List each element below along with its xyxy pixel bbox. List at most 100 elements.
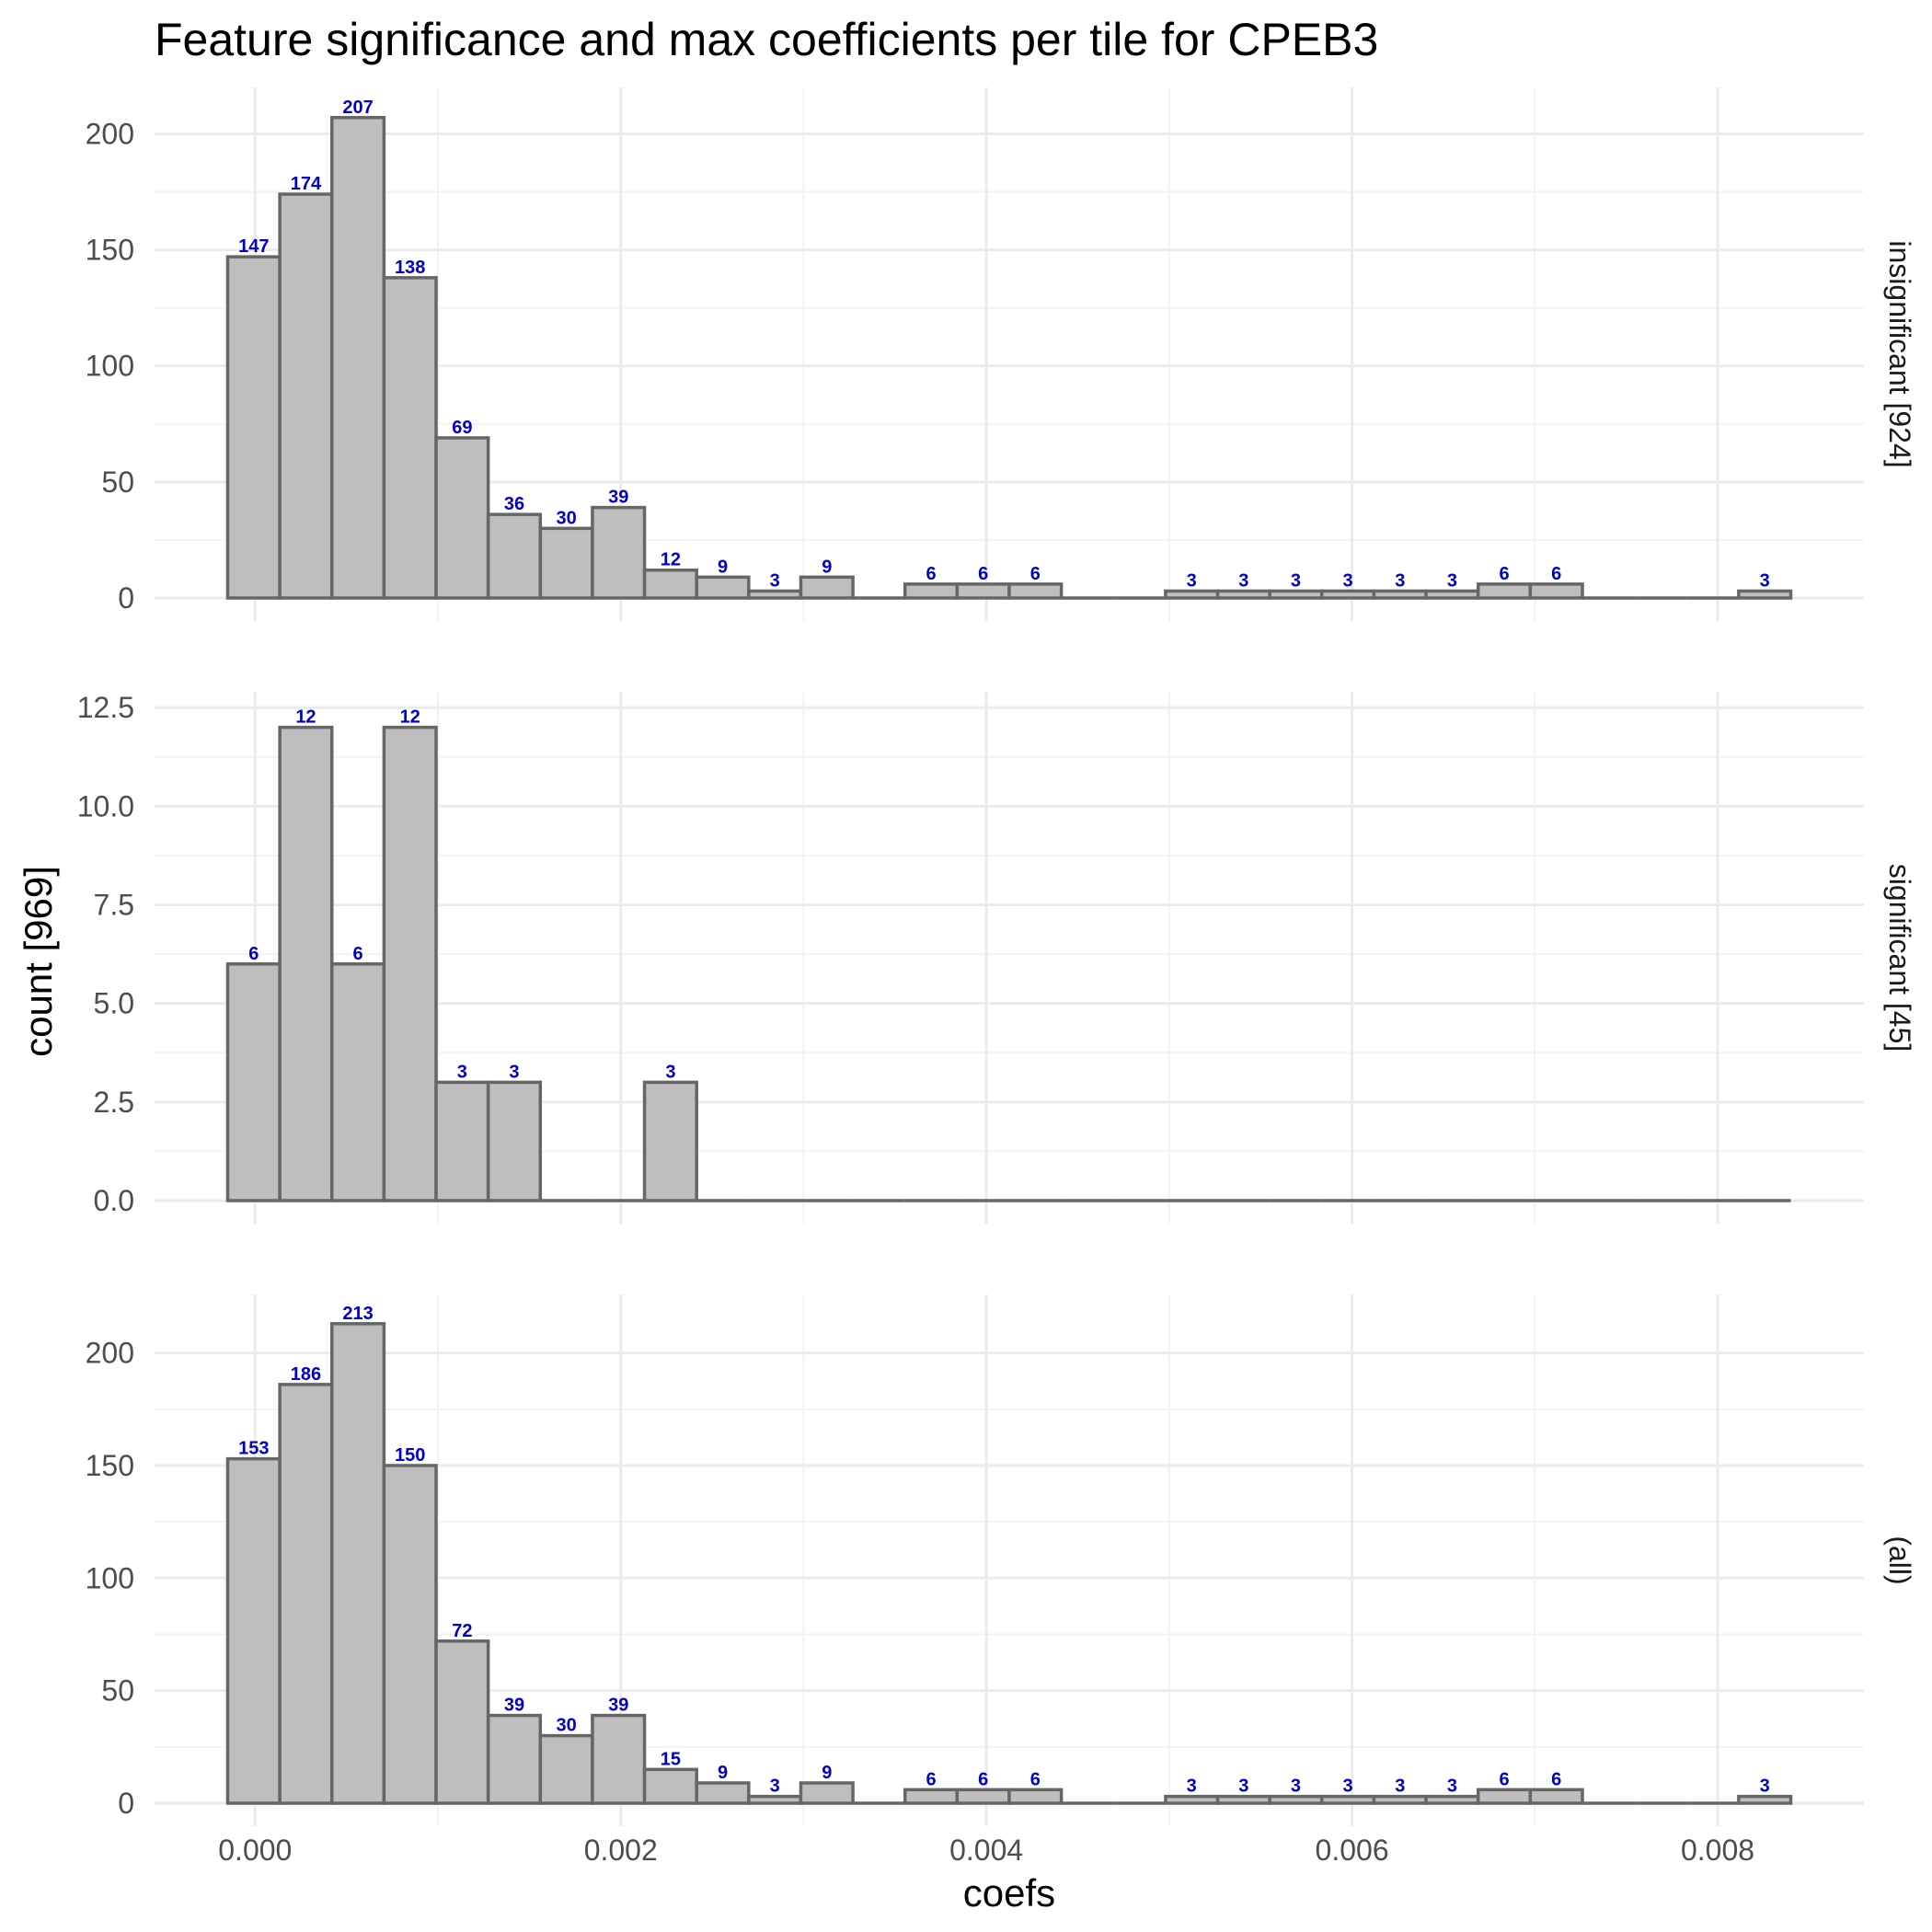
histogram-bar	[434, 436, 490, 600]
bar-count-label: 6	[1551, 564, 1561, 584]
bar-count-label: 6	[926, 1769, 936, 1789]
bar-count-label: 174	[291, 174, 322, 194]
histogram-bar	[1476, 1788, 1533, 1805]
histogram-bar	[538, 526, 594, 600]
histogram-bar	[330, 1322, 386, 1805]
bar-count-label: 6	[1499, 1769, 1509, 1789]
histogram-bar	[642, 1080, 698, 1202]
bar-count-label: 72	[452, 1621, 472, 1641]
y-axis-title: count [969]	[17, 866, 60, 1057]
x-tick-label: 0.004	[949, 1834, 1023, 1867]
bar-count-label: 15	[661, 1749, 681, 1769]
histogram-bar	[382, 725, 438, 1202]
bar-count-label: 9	[718, 1763, 728, 1783]
bar-count-label: 12	[661, 550, 681, 570]
bar-count-label: 9	[718, 557, 728, 577]
histogram-bar	[591, 1713, 647, 1805]
bar-count-label: 6	[978, 564, 988, 584]
bar-count-label: 3	[1238, 570, 1248, 591]
histogram-bar	[1737, 589, 1793, 600]
bar-count-label: 3	[1447, 570, 1457, 591]
x-axis-title: coefs	[963, 1871, 1055, 1915]
bar-count-label: 9	[822, 557, 832, 577]
bar-count-label: 3	[770, 1777, 780, 1797]
histogram-bar	[538, 1733, 594, 1805]
histogram-bar	[382, 276, 438, 600]
bar-count-label: 3	[1760, 570, 1770, 591]
bars	[225, 116, 1793, 600]
y-tick-label: 0	[118, 581, 134, 615]
histogram-bar	[1164, 589, 1220, 600]
histogram-bar	[278, 725, 334, 1202]
histogram-bar	[1424, 1794, 1480, 1805]
bar-count-label: 3	[1343, 1777, 1353, 1797]
bar-count-label: 6	[1030, 1769, 1041, 1789]
y-tick-label: 200	[86, 1337, 134, 1370]
chart-title: Feature significance and max coefficient…	[155, 14, 1378, 65]
bar-count-label: 6	[1030, 564, 1041, 584]
bar-count-label: 207	[342, 98, 373, 118]
histogram-bar	[434, 1080, 490, 1202]
bar-count-label: 39	[608, 488, 628, 508]
bar-count-label: 3	[770, 570, 780, 591]
histogram-bar	[642, 568, 698, 600]
histogram-bar	[278, 192, 334, 600]
bar-count-label: 3	[1291, 570, 1301, 591]
histogram-bar	[799, 575, 855, 600]
bar-count-label: 3	[509, 1062, 519, 1082]
histogram-bar	[1424, 589, 1480, 600]
bar-count-label: 3	[1395, 1777, 1405, 1797]
y-tick-label: 12.5	[77, 691, 134, 724]
histogram-bar	[903, 1788, 960, 1805]
histogram-bar	[225, 255, 282, 600]
bar-count-label: 30	[556, 508, 576, 528]
bar-count-label: 6	[1499, 564, 1509, 584]
bar-count-label: 30	[556, 1716, 576, 1736]
histogram-bar	[1007, 1788, 1064, 1805]
histogram-bar	[225, 962, 282, 1202]
histogram-bar	[747, 589, 803, 600]
histogram-bar	[1268, 1794, 1324, 1805]
histogram-bar	[1372, 1794, 1428, 1805]
bar-count-label: 150	[395, 1445, 425, 1466]
y-tick-label: 100	[86, 350, 134, 383]
histogram-bar	[1268, 589, 1324, 600]
x-tick-label: 0.000	[218, 1834, 292, 1867]
histogram-bar	[955, 1788, 1011, 1805]
bar-count-label: 3	[457, 1062, 467, 1082]
histogram-bar	[1476, 582, 1533, 600]
histogram-bar	[1007, 582, 1064, 600]
histogram-bar	[1372, 589, 1428, 600]
y-tick-label: 150	[86, 234, 134, 267]
bar-count-label: 69	[452, 418, 472, 438]
histogram-bar	[382, 1464, 438, 1805]
bar-count-label: 6	[926, 564, 936, 584]
x-tick-label: 0.008	[1681, 1834, 1754, 1867]
bar-count-label: 213	[342, 1304, 373, 1324]
histogram-bar	[225, 1456, 282, 1805]
bar-count-label: 9	[822, 1763, 832, 1783]
bar-count-label: 6	[978, 1769, 988, 1789]
y-tick-label: 100	[86, 1561, 134, 1594]
histogram-bar	[1320, 589, 1376, 600]
bar-count-label: 36	[504, 494, 524, 514]
bar-count-label: 3	[1395, 570, 1405, 591]
histogram-bar	[1164, 1794, 1220, 1805]
bars	[225, 725, 1791, 1202]
histogram-bar	[434, 1639, 490, 1805]
histogram-bar	[642, 1767, 698, 1805]
x-axis: 0.000 0.002 0.004 0.006 0.008	[218, 1834, 1754, 1867]
y-tick-label: 10.0	[77, 789, 134, 822]
y-tick-label: 50	[101, 466, 134, 499]
bar-count-label: 3	[665, 1062, 675, 1082]
histogram-bar	[486, 1713, 543, 1805]
bar-count-label: 147	[238, 236, 269, 257]
histogram-bar	[1528, 1788, 1584, 1805]
bar-count-label: 3	[1760, 1777, 1770, 1797]
histogram-bar	[1215, 1794, 1271, 1805]
y-tick-label: 150	[86, 1449, 134, 1482]
